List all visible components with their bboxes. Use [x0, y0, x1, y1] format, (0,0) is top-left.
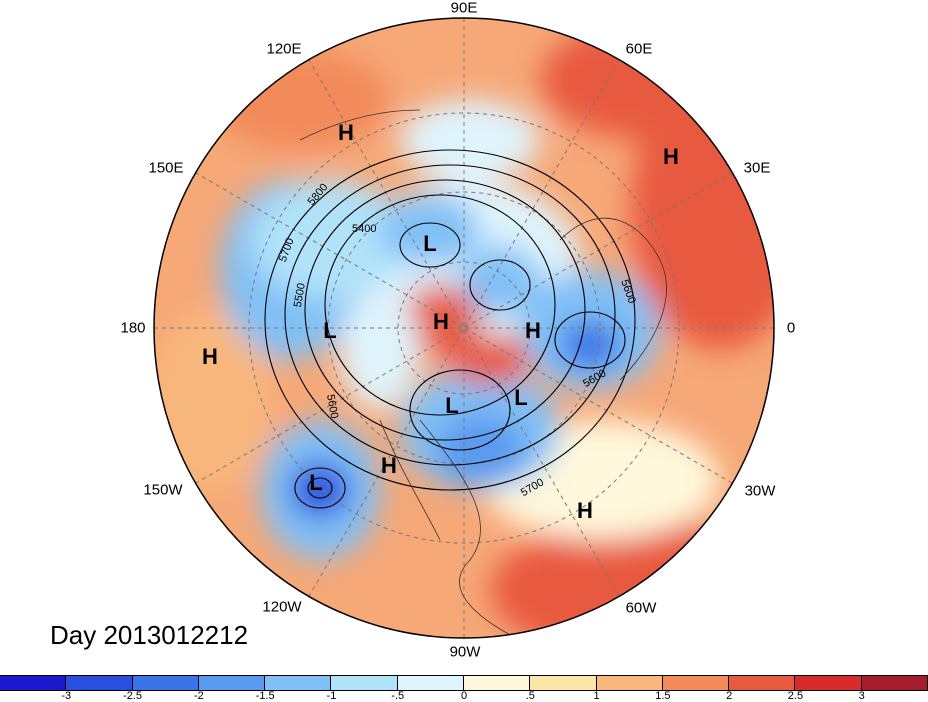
colorbar-tick-label: -1	[326, 690, 337, 702]
colorbar-tick-label: 1.5	[655, 690, 671, 702]
lon-label-90w: 90W	[449, 643, 481, 661]
contour-label: 5500	[292, 282, 308, 308]
anomaly-field	[154, 18, 774, 638]
contour-label: 5600	[324, 393, 340, 419]
lon-label-0: 0	[786, 319, 796, 337]
day-label: Day 2013012212	[50, 620, 249, 650]
pressure-system-marker: H	[381, 453, 397, 478]
colorbar-segment	[397, 676, 464, 690]
pressure-system-marker: L	[445, 393, 459, 418]
colorbar-segment	[331, 676, 398, 690]
pressure-system-marker: H	[525, 318, 541, 343]
colorbar-tick-label: -2	[193, 690, 204, 702]
colorbar-segment	[132, 676, 199, 690]
lon-label-30e: 30E	[743, 159, 771, 177]
colorbar-tick-label: -2.5	[123, 690, 143, 702]
colorbar-segment	[198, 676, 266, 690]
colorbar-segment	[596, 676, 663, 690]
pressure-system-marker: H	[577, 498, 593, 523]
colorbar-segment	[0, 676, 67, 690]
colorbar-tick-label: 3	[858, 690, 865, 702]
colorbar-tick-label: -.5	[391, 690, 405, 702]
colorbar-tick-label: 2.5	[787, 690, 804, 702]
colorbar	[0, 675, 928, 691]
colorbar-tick-label: 2	[726, 690, 733, 702]
colorbar-tick-label: -1.5	[255, 690, 275, 702]
pressure-system-marker: L	[514, 385, 528, 410]
colorbar-segment	[530, 676, 597, 690]
lon-label-180: 180	[120, 319, 146, 337]
colorbar-segment	[265, 676, 332, 690]
pressure-system-marker: L	[309, 470, 323, 495]
colorbar-tick-label: .5	[525, 690, 535, 702]
lon-label-150e: 150E	[148, 159, 184, 177]
lon-label-30w: 30W	[744, 482, 776, 500]
lon-label-120e: 120E	[266, 40, 302, 58]
pressure-system-marker: L	[423, 231, 437, 256]
colorbar-segment	[729, 676, 796, 690]
pressure-system-marker: H	[433, 309, 449, 334]
colorbar-tick-label: 1	[593, 690, 600, 702]
colorbar-tick-label: -3	[61, 690, 72, 702]
lon-label-150w: 150W	[143, 481, 183, 499]
colorbar-segment	[463, 676, 531, 690]
lon-label-120w: 120W	[262, 598, 302, 616]
colorbar-segment	[66, 676, 133, 690]
colorbar-segment	[662, 676, 730, 690]
pressure-system-marker: L	[323, 318, 337, 343]
pressure-system-marker: H	[663, 144, 679, 169]
lon-label-60e: 60E	[625, 40, 653, 58]
colorbar-segment	[795, 676, 862, 690]
pressure-system-marker: H	[202, 344, 218, 369]
colorbar-tick-label: 0	[460, 690, 468, 702]
pressure-system-marker: H	[338, 120, 354, 145]
lon-label-60w: 60W	[625, 599, 657, 617]
contour-label: 5400	[352, 223, 376, 235]
lon-label-90e: 90E	[450, 0, 478, 17]
colorbar-segment	[861, 676, 928, 690]
